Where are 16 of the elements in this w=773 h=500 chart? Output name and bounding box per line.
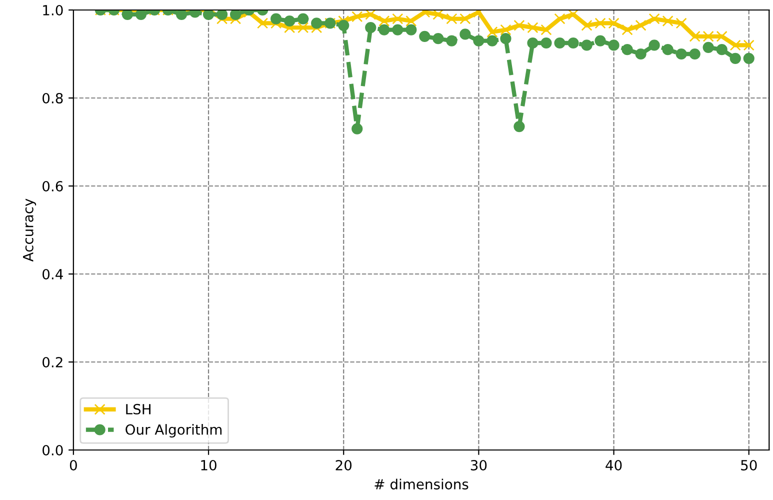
x-tick-label: 40 <box>606 460 622 470</box>
legend-label: Our Algorithm <box>126 424 222 438</box>
x-tick-label: 30 <box>470 460 487 470</box>
y-axis-title: Accuracy <box>23 198 36 262</box>
legend-label: LSH <box>126 404 150 414</box>
y-tick-label: 0.2 <box>42 356 62 368</box>
y-tick-label: 0.4 <box>42 268 63 280</box>
y-tick-label: 1.0 <box>43 4 63 16</box>
x-tick-label: 10 <box>201 460 216 470</box>
x-tick-label: 50 <box>741 460 757 470</box>
y-tick-label: 0.0 <box>42 444 63 456</box>
x-tick-label: 20 <box>336 460 352 470</box>
x-axis-title: # dimensions <box>374 478 468 490</box>
y-tick-label: 0.6 <box>42 180 63 192</box>
y-tick-label: 0.8 <box>42 92 63 104</box>
x-tick-label: 0 <box>70 460 77 470</box>
